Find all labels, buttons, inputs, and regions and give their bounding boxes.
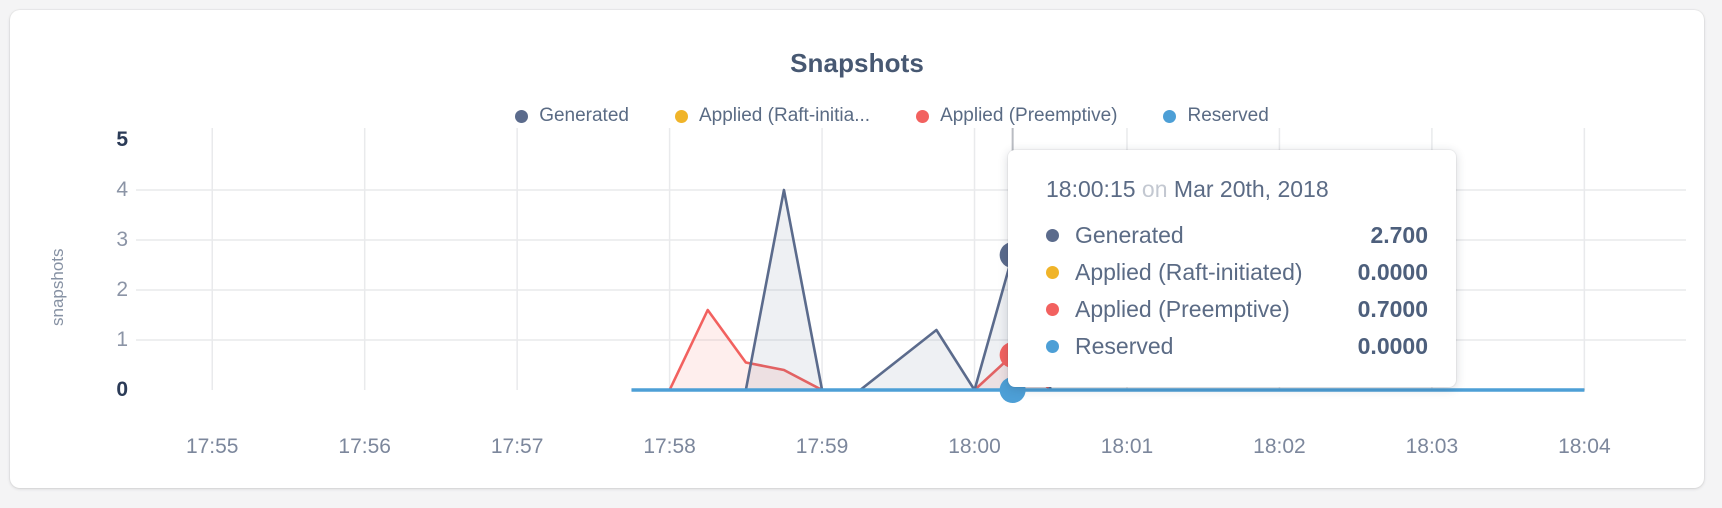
chart-tooltip: 18:00:15 on Mar 20th, 2018 Generated 2.70…	[1008, 150, 1456, 387]
legend-item[interactable]: Reserved	[1163, 105, 1269, 127]
legend-item-label: Reserved	[1187, 105, 1269, 126]
tooltip-series-label: Applied (Preemptive)	[1075, 296, 1290, 322]
legend-item[interactable]: Generated	[515, 105, 629, 127]
legend-item-label: Applied (Preemptive)	[940, 105, 1118, 126]
tooltip-header: 18:00:15 on Mar 20th, 2018	[1046, 176, 1428, 203]
legend-item[interactable]: Applied (Raft-initia...	[674, 105, 871, 127]
tooltip-rows: Generated 2.700 Applied (Raft-initiated) 0.…	[1046, 217, 1428, 365]
tooltip-series-label: Applied (Raft-initiated)	[1075, 259, 1303, 285]
legend-item[interactable]: Applied (Preemptive)	[916, 105, 1117, 127]
tooltip-series-value: 0.7000	[1357, 296, 1428, 322]
tooltip-row: Applied (Raft-initiated) 0.0000	[1046, 254, 1428, 291]
x-axis-tick-label: 18:00	[948, 435, 1001, 458]
series-area	[631, 310, 1585, 390]
x-axis-ticks: 17:55 17:56 17:57 17:58 17:59 18:00 18:01 18:02…	[10, 435, 1704, 465]
x-axis-tick-label: 17:55	[185, 435, 239, 458]
x-axis-tick-label: 17:56	[338, 435, 391, 458]
page-title: Snapshots	[790, 48, 924, 78]
y-axis-tick-label: 3	[116, 228, 128, 251]
tooltip-color-dot-icon	[1046, 229, 1059, 242]
y-axis-tick-label: 0	[116, 378, 128, 401]
tooltip-time: 18:00:15	[1046, 176, 1136, 202]
tooltip-on-word: on	[1141, 176, 1168, 202]
tooltip-color-dot-icon	[1046, 266, 1059, 279]
x-axis-tick-label: 18:04	[1558, 435, 1611, 458]
legend-item-label: Applied (Raft-initia...	[698, 105, 871, 126]
legend-color-dot-icon	[1163, 109, 1177, 123]
x-axis-tick-label: 17:57	[490, 435, 544, 458]
x-axis-tick-label: 18:01	[1100, 435, 1154, 458]
legend-color-dot-icon	[515, 109, 529, 123]
tooltip-series-value: 0.0000	[1357, 259, 1428, 285]
legend-color-dot-icon	[674, 109, 688, 123]
chart-legend: Generated Applied (Raft-initia... Applied …	[10, 105, 1704, 127]
tooltip-series-value: 0.0000	[1357, 333, 1428, 359]
tooltip-row: Applied (Preemptive) 0.7000	[1046, 291, 1428, 328]
legend-color-dot-icon	[916, 109, 930, 123]
tooltip-row: Reserved 0.0000	[1046, 328, 1428, 365]
x-axis-tick-label: 17:58	[643, 435, 696, 458]
y-axis-tick-label: 5	[116, 128, 128, 151]
snapshots-chart-card: Snapshots Generated Applied (Raft-initia.…	[10, 10, 1704, 488]
y-axis-ticks: 0 1 2 3 4 5	[80, 128, 128, 458]
tooltip-color-dot-icon	[1046, 340, 1059, 353]
y-axis-tick-label: 4	[116, 178, 128, 201]
tooltip-date: Mar 20th, 2018	[1173, 176, 1329, 202]
tooltip-color-dot-icon	[1046, 303, 1059, 316]
y-axis-tick-label: 1	[116, 328, 128, 351]
x-axis-tick-label: 17:59	[795, 435, 849, 458]
tooltip-row: Generated 2.700	[1046, 217, 1428, 254]
tooltip-series-label: Reserved	[1075, 333, 1174, 359]
y-axis-tick-label: 2	[116, 278, 128, 301]
x-axis-tick-label: 18:03	[1405, 435, 1459, 458]
legend-item-label: Generated	[539, 105, 629, 126]
tooltip-series-label: Generated	[1075, 222, 1184, 248]
tooltip-series-value: 2.700	[1370, 222, 1428, 248]
x-axis-tick-label: 18:02	[1253, 435, 1306, 458]
